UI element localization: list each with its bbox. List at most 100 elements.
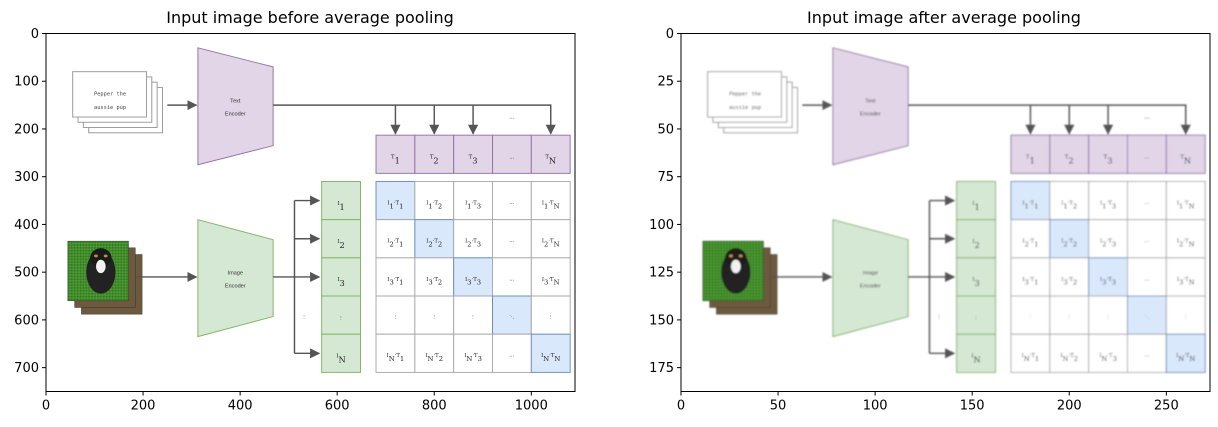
similarity-label: I3·T1 [387, 277, 403, 287]
x-tick-label: 600 [325, 399, 350, 414]
subscript: 2 [439, 355, 443, 363]
matrix-cell [414, 257, 455, 297]
symbol: ·T [548, 277, 554, 283]
subscript: 2 [1063, 241, 1067, 249]
image-embedding-label: IN [971, 354, 980, 365]
text-embedding-label: ... [1144, 155, 1149, 161]
text-embedding-label: T3 [469, 155, 478, 166]
subscript: 1 [544, 202, 548, 210]
subscript: N [543, 355, 549, 363]
image-embedding-label: I3 [337, 277, 344, 288]
subscript: 1 [428, 202, 432, 210]
similarity-label: I2·TN [542, 239, 560, 249]
similarity-label: IN·T3 [464, 353, 482, 363]
image-embedding-cell [956, 180, 996, 221]
matrix-ellipsis: ... [509, 238, 514, 244]
matrix-cell-diagonal [453, 257, 493, 297]
similarity-label: IN·T1 [387, 353, 405, 363]
symbol: ... [1144, 155, 1149, 161]
symbol: I [1022, 200, 1024, 206]
symbol: I [465, 200, 467, 206]
image-embedding-cell [321, 219, 361, 259]
subscript: 2 [438, 241, 442, 249]
x-tick-label: 400 [228, 399, 253, 414]
subscript: 1 [395, 156, 400, 166]
subscript: N [1189, 279, 1195, 287]
matrix-ellipsis: ... [509, 276, 514, 282]
matrix-cell [530, 295, 571, 335]
subscript: N [554, 279, 560, 287]
similarity-label: I2·T3 [465, 239, 481, 249]
subscript: N [339, 355, 346, 365]
text-embedding-cell [1165, 134, 1206, 174]
matrix-ellipsis: ⋮ [1183, 315, 1188, 321]
similarity-label: I3·T3 [465, 277, 481, 287]
matrix-cell [375, 219, 416, 259]
matrix-ellipsis: ⋮ [1105, 315, 1110, 321]
image-embedding-label: I2 [972, 239, 979, 250]
matrix-cell-diagonal [1088, 257, 1128, 297]
symbol: I [387, 200, 389, 206]
symbol: I [1177, 277, 1179, 283]
similarity-label: I3·T2 [426, 277, 442, 287]
text-embedding-cell [1127, 134, 1167, 174]
symbol: I [972, 277, 974, 283]
symbol: ·T [548, 200, 554, 206]
matrix-cell [1049, 180, 1090, 221]
symbol: ·T [394, 277, 400, 283]
x-tick-label: 100 [863, 399, 888, 414]
subscript: 1 [1025, 202, 1029, 210]
matrix-cell [375, 333, 416, 373]
symbol: ·T [1183, 200, 1189, 206]
symbol: ⋮ [973, 315, 978, 321]
similarity-label: I1·T1 [1022, 200, 1038, 210]
symbol: I [1177, 239, 1179, 245]
symbol: ·T [1029, 239, 1035, 245]
subscript: 3 [1112, 241, 1116, 249]
subscript: 2 [1074, 355, 1078, 363]
subscript: 2 [340, 240, 345, 250]
symbol: ·T [434, 353, 440, 359]
symbol: ... [509, 155, 514, 161]
image-encoder-label: Encoder [225, 283, 246, 289]
matrix-cell [1165, 219, 1206, 259]
caption-line-2: aussie pup [94, 105, 126, 111]
y-tick-label: 200 [14, 122, 39, 137]
similarity-label: IN·TN [541, 353, 560, 363]
symbol: ·T [1184, 353, 1190, 359]
subscript: 3 [390, 279, 394, 287]
matrix-ellipsis: ... [509, 353, 514, 359]
dog-chest [95, 259, 106, 274]
subscript: 1 [390, 202, 394, 210]
y-tick-label: 0 [31, 27, 39, 42]
subscript: 2 [1025, 241, 1029, 249]
caption-card [72, 71, 147, 118]
symbol: ·T [433, 239, 439, 245]
text-embedding-label: T1 [1026, 155, 1035, 166]
y-tick-label: 600 [14, 313, 39, 328]
subscript: N [554, 202, 560, 210]
subscript: N [974, 355, 981, 365]
similarity-label: IN·T3 [1099, 353, 1117, 363]
image-embedding-cell [956, 257, 996, 297]
matrix-cell [1010, 257, 1051, 297]
matrix-ellipsis: ... [1144, 276, 1149, 282]
text-encoder-label: Encoder [225, 112, 246, 118]
symbol: ·T [472, 353, 478, 359]
symbol: ·T [1107, 353, 1113, 359]
matrix-cell [453, 180, 493, 221]
dog-head [725, 248, 747, 268]
similarity-label: I2·TN [1177, 239, 1195, 249]
symbol: I [1099, 353, 1101, 359]
similarity-label: I2·T3 [1100, 239, 1116, 249]
subscript: N [1178, 355, 1184, 363]
symbol: I [972, 201, 974, 207]
similarity-label: I2·T2 [1061, 239, 1077, 249]
matrix-cell-diagonal [492, 295, 532, 335]
dog-chest [730, 259, 741, 274]
similarity-label: IN·T2 [425, 353, 443, 363]
symbol: I [337, 201, 339, 207]
similarity-label: I1·TN [1177, 200, 1195, 210]
subscript: 3 [1112, 279, 1116, 287]
